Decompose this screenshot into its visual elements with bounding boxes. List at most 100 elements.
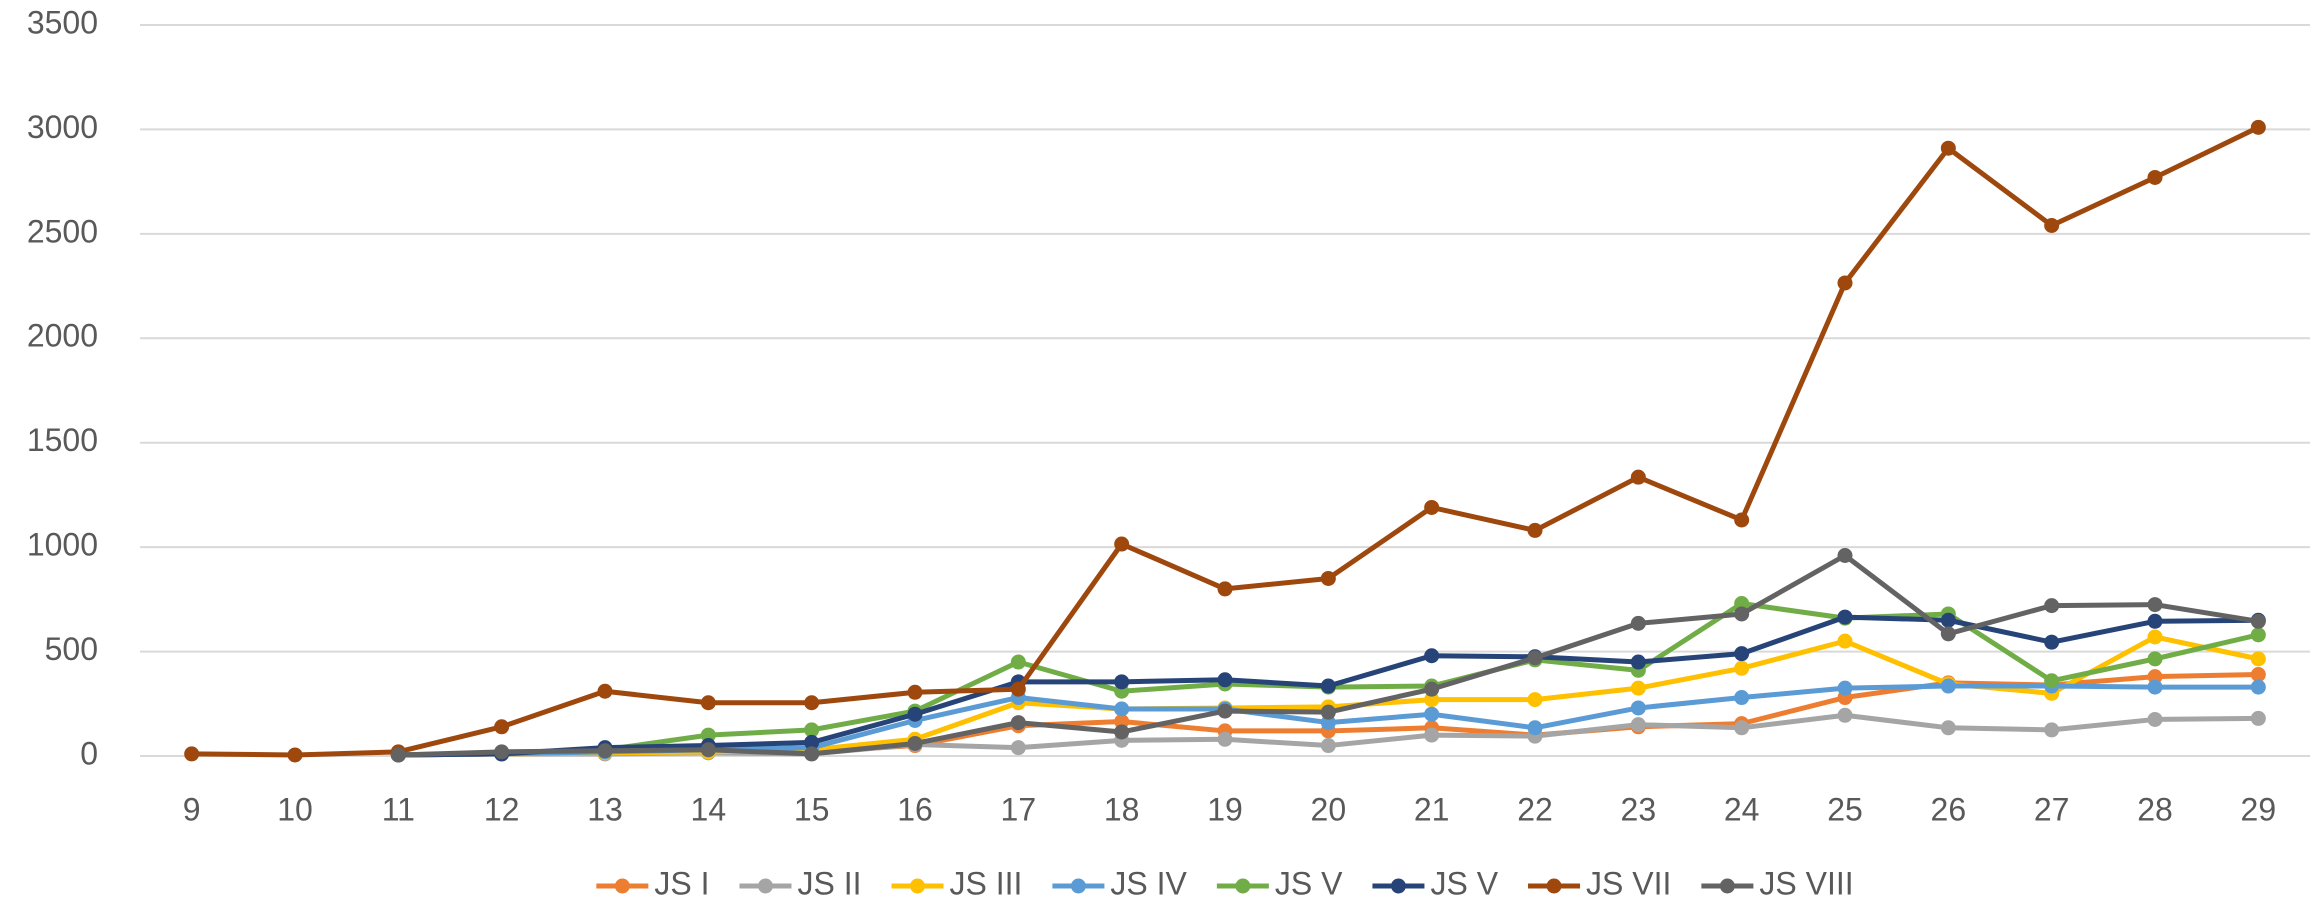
data-point [2044,634,2060,650]
data-point [804,734,820,750]
x-tick-label: 16 [897,791,933,827]
data-point [1320,678,1336,694]
data-point [1527,522,1543,538]
y-tick-label: 3500 [27,4,98,40]
data-point [1010,740,1026,756]
data-point [1320,704,1336,720]
x-tick-label: 25 [1827,791,1863,827]
data-point [1527,650,1543,666]
data-point [700,742,716,758]
data-point [1734,512,1750,528]
data-point [1734,720,1750,736]
data-point [700,695,716,711]
legend-marker [1546,878,1562,894]
x-tick-label: 18 [1104,791,1140,827]
data-point [907,684,923,700]
data-point [184,746,200,762]
x-tick-label: 11 [382,791,415,827]
data-point [1010,654,1026,670]
data-point [2147,597,2163,613]
data-point [2250,119,2266,135]
series-line [191,125,2260,758]
x-tick-label: 22 [1517,791,1553,827]
legend-label: JS IV [1110,865,1187,901]
data-point [1837,609,1853,625]
data-point [2044,218,2060,234]
x-tick-label: 24 [1724,791,1760,827]
data-point [287,747,303,763]
data-point [1320,715,1336,731]
data-point [1940,678,1956,694]
legend-label: JS VII [1586,865,1671,901]
data-point [2147,669,2163,685]
data-point [1734,690,1750,706]
data-point [700,727,716,743]
data-point [1630,717,1646,733]
data-point [1010,715,1026,731]
data-point [1424,727,1440,743]
legend: JS I JS II JS III JS IV JS V JS V JS VII JS VII… [596,865,1854,901]
data-point [2250,679,2266,695]
data-point [1734,646,1750,662]
data-point [1630,615,1646,631]
x-tick-label: 21 [1414,791,1450,827]
legend-marker [614,878,630,894]
data-point [804,695,820,711]
data-point [1114,701,1130,717]
legend-label: JS I [654,865,709,901]
x-tick-label: 17 [1001,791,1037,827]
data-point [597,683,613,699]
data-point [1837,633,1853,649]
data-point [1940,720,1956,736]
data-point [2147,651,2163,667]
data-point [2044,673,2060,689]
data-point [1940,140,1956,156]
legend-label: JS V [1430,865,1498,901]
data-point [1630,680,1646,696]
legend-label: JS V [1275,865,1343,901]
data-point [1217,581,1233,597]
data-point [2147,169,2163,185]
data-point [597,743,613,759]
data-point [1424,648,1440,664]
y-tick-label: 2500 [27,213,98,249]
data-point [2250,651,2266,667]
data-point [1424,499,1440,515]
data-point [2250,627,2266,643]
data-point [1940,626,1956,642]
y-tick-label: 1000 [27,527,98,563]
data-point [1424,692,1440,708]
y-tick-label: 500 [45,631,98,667]
data-point [1424,681,1440,697]
data-point [494,744,510,760]
data-point [1837,707,1853,723]
legend-label: JS II [797,865,861,901]
x-tick-label: 10 [277,791,313,827]
data-point [1114,674,1130,690]
data-point [494,719,510,735]
data-point [1424,706,1440,722]
data-point [2147,629,2163,645]
legend-marker [757,878,773,894]
x-tick-label: 13 [587,791,623,827]
data-point [1630,700,1646,716]
legend-marker [1719,878,1735,894]
data-point [1527,720,1543,736]
x-tick-label: 27 [2034,791,2070,827]
legend-label: JS III [950,865,1023,901]
data-point [804,722,820,738]
data-point [1837,680,1853,696]
data-point [1734,596,1750,612]
data-point [1837,275,1853,291]
legend-marker [1390,878,1406,894]
y-tick-label: 2000 [27,318,98,354]
legend-marker [1070,878,1086,894]
data-point [1010,681,1026,697]
x-tick-label: 26 [1931,791,1967,827]
legend-marker [910,878,925,894]
data-point [1217,731,1233,747]
x-tick-label: 28 [2137,791,2173,827]
data-point [1940,612,1956,628]
y-tick-label: 0 [80,735,98,771]
data-point [907,735,923,751]
